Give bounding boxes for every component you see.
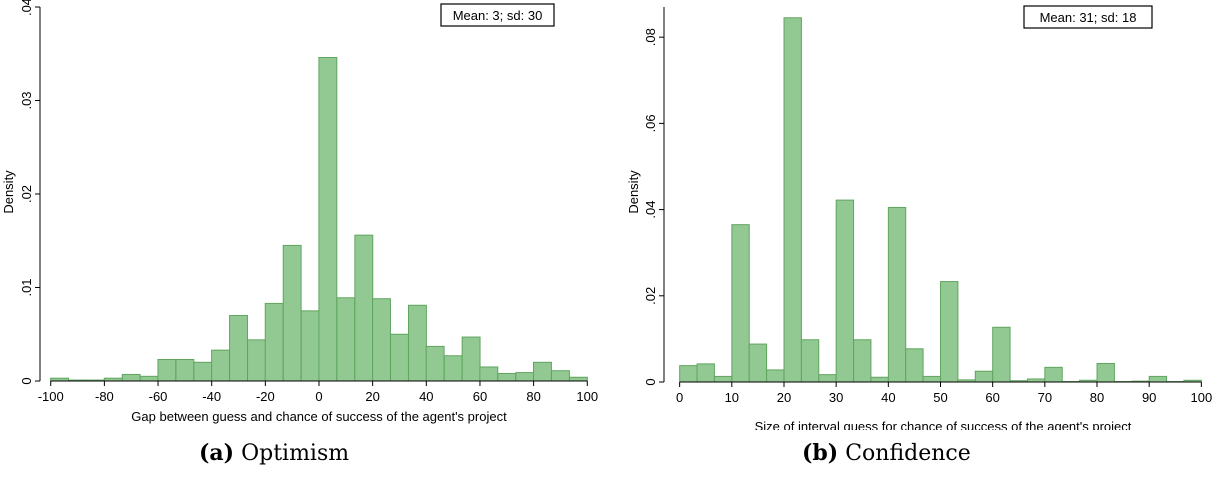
optimism-bar [264,302,284,382]
optimism-bar [300,310,320,382]
confidence-xtick-label: 70 [1038,390,1052,405]
optimism-xtick-label: 40 [419,389,433,404]
optimism-ytick-label: 0 [19,377,34,384]
optimism-ytick-label: .01 [19,278,34,296]
confidence-xtick-label: 30 [829,390,843,405]
optimism-bars [50,56,588,382]
confidence-bar [679,365,698,383]
confidence-ytick-label: .08 [643,28,658,46]
caption-a-letter: (a) [199,440,235,466]
caption-b-letter: (b) [802,440,839,466]
caption-b-text: Confidence [845,441,971,466]
optimism-bar [479,366,499,382]
optimism-xtick-label: 60 [473,389,487,404]
optimism-bar [568,376,588,382]
optimism-xlabel: Gap between guess and chance of success … [131,409,507,424]
optimism-bar [390,333,409,382]
optimism-xtick-label: -20 [256,389,275,404]
optimism-bar [336,297,356,382]
optimism-ytick-label: .04 [19,0,34,16]
confidence-bar [1096,362,1115,383]
optimism-bar [533,361,552,382]
caption-b: (b) Confidence [802,440,971,466]
caption-a: (a) Optimism [199,440,349,466]
optimism-xtick-label: 20 [365,389,379,404]
confidence-bar [783,17,802,383]
optimism-xtick-label: -100 [38,389,64,404]
confidence-bar [1044,366,1063,383]
optimism-xtick-label: -80 [95,389,114,404]
caption-a-text: Optimism [241,441,350,466]
optimism-bar [461,336,481,382]
optimism-bar [354,234,374,382]
confidence-bar [887,206,907,383]
confidence-xtick-label: 80 [1090,390,1104,405]
optimism-ylabel: Density [1,170,16,214]
confidence-bar [992,326,1011,383]
confidence-bar [766,369,785,383]
confidence-bar [713,375,733,383]
optimism-ytick-label: .03 [19,91,34,109]
confidence-bar [940,281,959,383]
optimism-stat-text: Mean: 3; sd: 30 [453,8,543,23]
optimism-bar [515,372,535,382]
confidence-bar [870,376,889,383]
optimism-bar [318,56,338,382]
optimism-bar [229,315,248,382]
confidence-bar [853,339,872,383]
confidence-bar [748,343,768,383]
confidence-bar [818,374,837,383]
confidence-bars [679,17,1202,383]
optimism-histogram: -100 -80 -60 -40 -20 0 20 40 60 80 100 0 .01 .02 .03 .0… [1,0,598,424]
optimism-bar [408,304,427,382]
optimism-xtick-label: 0 [315,389,322,404]
confidence-ylabel: Density [626,170,641,214]
confidence-xtick-label: 0 [676,390,683,405]
optimism-bar [157,358,177,382]
confidence-xtick-label: 60 [985,390,999,405]
optimism-bar [139,375,159,382]
confidence-xtick-label: 50 [933,390,947,405]
confidence-bar [696,363,715,383]
confidence-ytick-label: 0 [643,378,658,385]
optimism-bar [121,373,141,382]
optimism-bar [211,349,230,382]
optimism-xtick-label: -60 [149,389,168,404]
confidence-xtick-label: 90 [1142,390,1156,405]
optimism-ytick-label: .02 [19,185,34,203]
confidence-ytick-label: .04 [643,201,658,219]
confidence-bar [974,370,994,383]
confidence-bar [1148,375,1168,383]
optimism-stat-box: Mean: 3; sd: 30 [440,3,555,27]
optimism-xtick-label: 80 [526,389,540,404]
confidence-ytick-label: .06 [643,114,658,132]
confidence-stat-box: Mean: 31; sd: 18 [1023,5,1153,29]
optimism-bar [282,244,302,382]
optimism-bar [175,358,195,382]
confidence-histogram: 0 10 20 30 40 50 60 70 80 90 100 0 .02 .04 .06 .08 Dens… [626,5,1212,430]
optimism-bar [425,345,445,382]
optimism-bar [193,361,213,382]
confidence-bar [835,199,855,383]
confidence-xtick-label: 20 [777,390,791,405]
optimism-bar [497,373,517,382]
confidence-xtick-label: 10 [725,390,739,405]
optimism-xtick-label: -40 [202,389,221,404]
confidence-bar [922,375,941,383]
optimism-xtick-label: 100 [576,389,598,404]
confidence-bar [905,348,924,383]
confidence-stat-text: Mean: 31; sd: 18 [1040,10,1137,25]
optimism-bar [443,355,463,382]
confidence-bar [800,339,820,383]
optimism-bar [550,370,570,382]
confidence-xtick-label: 40 [881,390,895,405]
confidence-ticks: 0 10 20 30 40 50 60 70 80 90 100 0 .02 .04 .06 .08 [643,28,1212,405]
confidence-bar [731,224,750,383]
optimism-bar [372,298,391,382]
optimism-ticks: -100 -80 -60 -40 -20 0 20 40 60 80 100 0 .01 .02 .03 .0… [19,0,598,404]
confidence-ytick-label: .02 [643,287,658,305]
confidence-xtick-label: 100 [1190,390,1212,405]
optimism-bar [247,339,266,382]
confidence-xlabel: Size of interval guess for chance of suc… [755,419,1132,430]
